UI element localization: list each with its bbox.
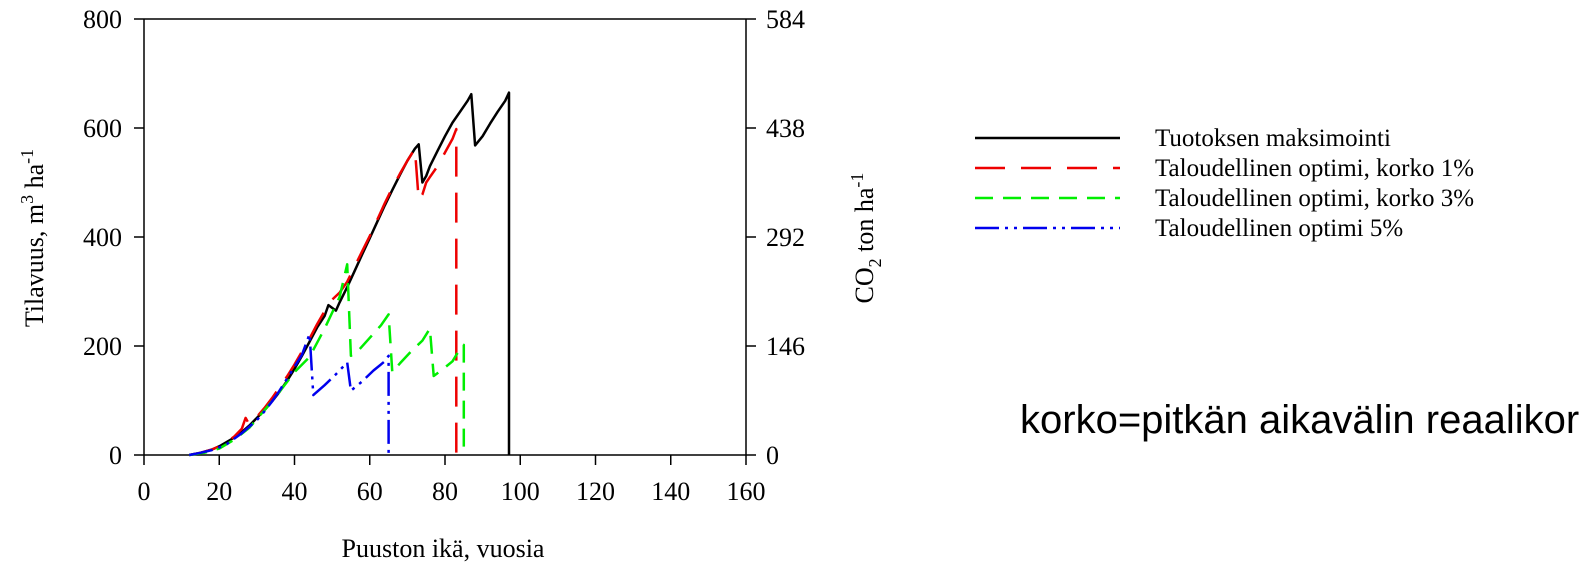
y2-tick-label: 292	[766, 223, 805, 252]
interest-rate-note: korko=pitkän aikavälin reaalikorko	[1020, 398, 1580, 442]
x-tick-label: 80	[432, 477, 458, 506]
x-tick-label: 140	[651, 477, 690, 506]
x-tick-label: 160	[727, 477, 766, 506]
y2-tick-label: 438	[766, 114, 805, 143]
y-tick-label: 0	[109, 441, 122, 470]
x-axis-label: Puuston ikä, vuosia	[342, 534, 545, 563]
y2-tick-label: 584	[766, 5, 805, 34]
y-tick-label: 600	[83, 114, 122, 143]
x-tick-label: 100	[501, 477, 540, 506]
x-tick-label: 60	[357, 477, 383, 506]
y2-tick-label: 146	[766, 332, 805, 361]
x-tick-label: 120	[576, 477, 615, 506]
y2-axis-label: CO2 ton ha-1	[847, 173, 885, 304]
series-lines	[188, 91, 511, 457]
series-line-1	[188, 91, 511, 457]
legend-label-3: Taloudellinen optimi, korko 3%	[1155, 185, 1474, 212]
tick-labels: 0 20 40 60 80 100 120 140 1600200400600800014629…	[83, 5, 805, 506]
legend-label-4: Taloudellinen optimi 5%	[1155, 215, 1403, 242]
y2-tick-label: 0	[766, 441, 779, 470]
x-tick-label: 0	[138, 477, 151, 506]
y-tick-label: 800	[83, 5, 122, 34]
x-tick-label: 40	[282, 477, 308, 506]
y-axis-label: Tilavuus, m3 ha-1	[17, 149, 49, 327]
series-line-3	[189, 263, 466, 457]
series-line-4	[188, 332, 390, 457]
legend-label-1: Tuotoksen maksimointi	[1155, 125, 1391, 152]
x-tick-label: 20	[206, 477, 232, 506]
y-tick-label: 200	[83, 332, 122, 361]
axes	[134, 18, 756, 465]
series-line-2	[188, 127, 458, 457]
legend: Tuotoksen maksimointi Taloudellinen optim…	[975, 125, 1474, 242]
legend-label-2: Taloudellinen optimi, korko 1%	[1155, 155, 1474, 182]
y-tick-label: 400	[83, 223, 122, 252]
